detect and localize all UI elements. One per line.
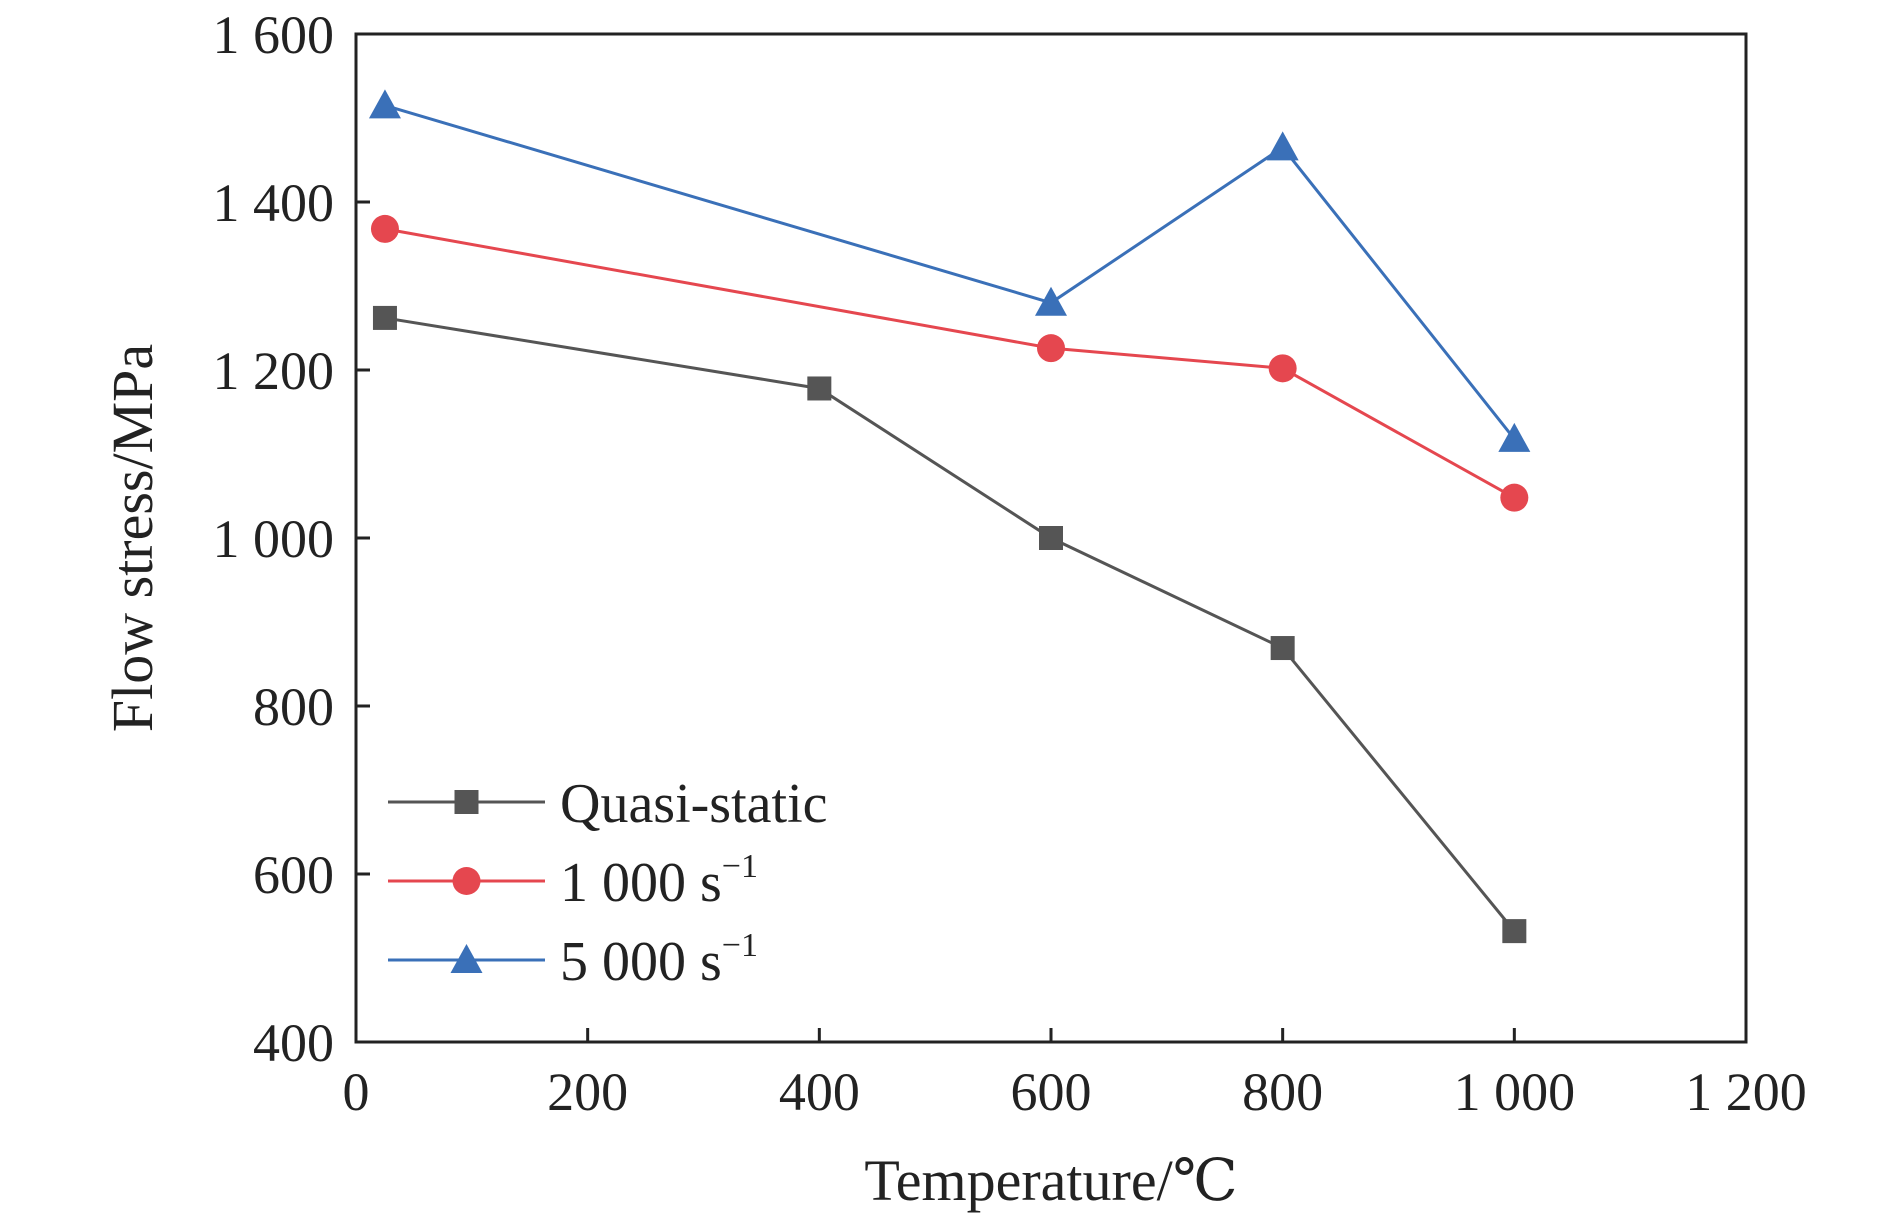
- series-line-1-000-s: [384, 227, 1516, 499]
- y-tick-label: 1 200: [213, 341, 335, 401]
- data-point-1-000-s: [1500, 483, 1529, 512]
- data-point-1-000-s: [1268, 354, 1297, 383]
- data-point-1-000-s: [1037, 334, 1065, 363]
- series-line-5-000-s: [384, 103, 1516, 440]
- x-tick-label: 800: [1242, 1062, 1323, 1122]
- x-tick-label: 1 000: [1454, 1062, 1576, 1122]
- series-1-000-s: [370, 214, 1529, 512]
- legend-marker: [450, 944, 483, 973]
- y-tick-label: 1 400: [213, 173, 335, 233]
- x-axis-title: Temperature/℃: [864, 1148, 1237, 1213]
- x-tick-label: 200: [547, 1062, 628, 1122]
- data-point-quasi-static: [1039, 526, 1063, 550]
- data-point-5-000-s: [368, 89, 401, 119]
- y-tick-label: 1 600: [213, 5, 335, 65]
- series-quasi-static: [372, 305, 1527, 944]
- data-point-5-000-s: [1266, 131, 1299, 161]
- legend-marker: [452, 867, 481, 895]
- y-axis: 400 600 800 1 000 1 200 1 400 1 600: [213, 5, 370, 1073]
- x-tick-label: 0: [343, 1062, 370, 1122]
- x-tick-label: 400: [779, 1062, 860, 1122]
- x-axis: 0 200 400 600 800 1 000 1 200: [343, 1028, 1807, 1122]
- legend-item-1-000-s: 1 000 s−1: [388, 848, 758, 914]
- y-tick-label: 1 000: [213, 509, 335, 569]
- series-layer: [368, 89, 1531, 944]
- series-5-000-s: [368, 89, 1531, 452]
- data-point-5-000-s: [1035, 286, 1067, 316]
- data-point-1-000-s: [370, 214, 399, 243]
- legend-marker: [454, 790, 479, 814]
- legend-label: 5 000 s−1: [560, 927, 758, 993]
- x-tick-label: 1 200: [1685, 1062, 1807, 1122]
- legend: Quasi-static 1 000 s−1 5 000 s−1: [388, 773, 827, 993]
- data-point-quasi-static: [1502, 919, 1527, 944]
- data-point-quasi-static: [1270, 636, 1295, 661]
- y-tick-label: 600: [253, 845, 334, 905]
- y-tick-label: 400: [253, 1013, 334, 1073]
- y-tick-label: 800: [253, 677, 334, 737]
- series-line-quasi-static: [384, 316, 1516, 933]
- data-point-5-000-s: [1498, 422, 1531, 452]
- data-point-quasi-static: [807, 376, 832, 401]
- legend-item-5-000-s: 5 000 s−1: [388, 927, 758, 993]
- x-tick-label: 600: [1011, 1062, 1092, 1122]
- legend-item-quasi-static: Quasi-static: [388, 773, 827, 835]
- legend-label: Quasi-static: [560, 773, 827, 835]
- data-point-quasi-static: [372, 305, 397, 330]
- legend-label: 1 000 s−1: [560, 848, 758, 914]
- y-axis-title: Flow stress/MPa: [100, 344, 165, 732]
